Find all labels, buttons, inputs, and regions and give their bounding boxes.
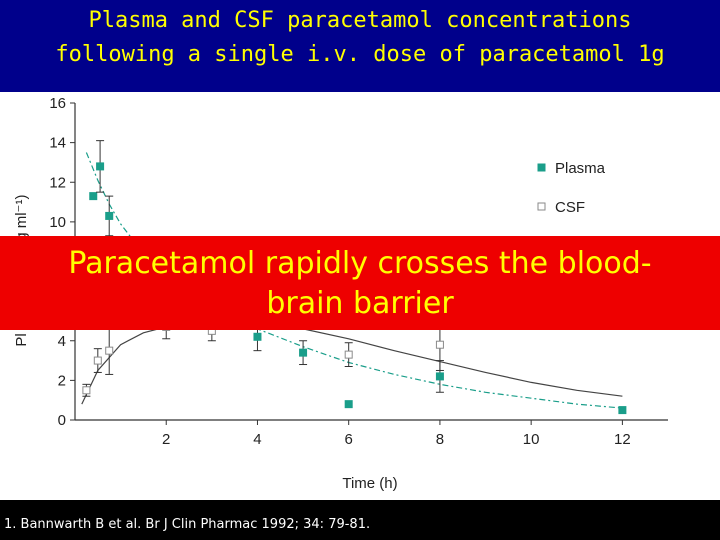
banner-line-2: brain barrier: [266, 286, 454, 321]
x-tick-label: 2: [162, 431, 170, 448]
y-tick-label: 0: [58, 412, 66, 429]
legend-label: Plasma: [555, 160, 606, 177]
takeaway-banner: Paracetamol rapidly crosses the blood- b…: [0, 236, 720, 330]
csf-point: [435, 340, 444, 349]
csf-point: [105, 346, 114, 355]
x-tick-label: 10: [523, 431, 540, 448]
title-bar: Plasma and CSF paracetamol concentration…: [0, 0, 720, 92]
plasma-point: [253, 332, 262, 341]
y-tick-label: 14: [49, 135, 66, 152]
plasma-point: [618, 406, 627, 415]
plasma-point: [105, 211, 114, 220]
csf-point: [344, 350, 353, 359]
slide-title-line-1: Plasma and CSF paracetamol concentration…: [88, 8, 632, 33]
y-tick-label: 12: [49, 174, 66, 191]
plasma-point: [299, 348, 308, 357]
footer-bar: 1. Bannwarth B et al. Br J Clin Pharmac …: [0, 500, 720, 540]
x-tick-label: 8: [436, 431, 444, 448]
citation: 1. Bannwarth B et al. Br J Clin Pharmac …: [4, 517, 371, 532]
axes: 024681012141624681012: [49, 95, 668, 448]
slide-title-line-2: following a single i.v. dose of paraceta…: [55, 42, 665, 67]
x-tick-label: 6: [345, 431, 353, 448]
y-tick-label: 2: [58, 372, 66, 389]
csf-point: [93, 356, 102, 365]
legend-marker: [537, 202, 546, 211]
csf-point: [82, 386, 91, 395]
legend-marker: [537, 163, 546, 172]
banner-text: Paracetamol rapidly crosses the blood- b…: [10, 244, 710, 324]
y-axis-label-fragment: μg ml⁻¹): [13, 195, 30, 250]
x-tick-label: 4: [253, 431, 261, 448]
banner-line-1: Paracetamol rapidly crosses the blood-: [68, 246, 652, 281]
fit-curve: [85, 152, 623, 409]
legend: Plasma CSF: [537, 160, 606, 216]
x-axis-label: Time (h): [342, 475, 397, 492]
y-tick-label: 16: [49, 95, 66, 112]
x-tick-label: 12: [614, 431, 631, 448]
y-tick-label: 4: [58, 333, 66, 350]
y-axis-label-fragment: Pl: [13, 333, 30, 346]
plasma-point: [96, 162, 105, 171]
plasma-point: [89, 192, 98, 201]
y-tick-label: 10: [49, 214, 66, 231]
legend-label: CSF: [555, 199, 585, 216]
plasma-point: [344, 400, 353, 409]
plasma-point: [435, 372, 444, 381]
